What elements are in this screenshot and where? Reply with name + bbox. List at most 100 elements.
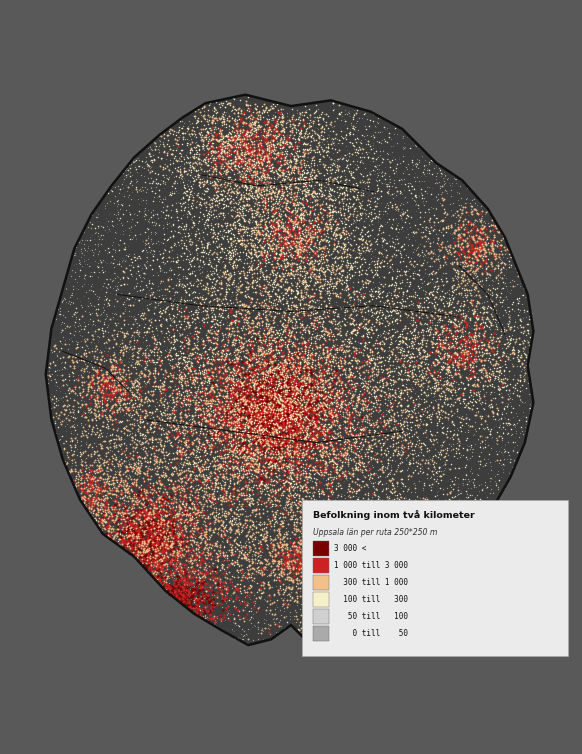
Point	[325, 407, 334, 419]
Point	[245, 420, 254, 432]
Point	[503, 317, 513, 329]
Point	[302, 236, 311, 248]
Point	[275, 293, 284, 305]
Point	[119, 307, 128, 319]
Point	[466, 386, 475, 398]
Point	[415, 569, 424, 581]
Point	[489, 242, 498, 254]
Point	[257, 569, 267, 581]
Point	[474, 353, 484, 365]
Point	[242, 637, 251, 649]
Point	[209, 434, 218, 446]
Point	[130, 523, 139, 535]
Point	[308, 495, 318, 507]
Point	[111, 451, 120, 463]
Point	[269, 407, 279, 419]
Point	[267, 137, 276, 149]
Point	[190, 522, 199, 534]
Point	[268, 269, 277, 281]
Point	[210, 158, 219, 170]
Point	[231, 130, 240, 142]
Point	[266, 331, 275, 343]
Point	[93, 391, 102, 403]
Point	[205, 265, 215, 277]
Point	[292, 400, 301, 412]
Point	[273, 474, 282, 486]
Point	[254, 503, 264, 515]
Point	[229, 386, 238, 398]
Point	[306, 262, 315, 274]
Point	[438, 556, 447, 569]
Point	[119, 299, 128, 311]
Point	[263, 369, 272, 382]
Point	[93, 473, 102, 485]
Point	[218, 329, 228, 341]
Point	[320, 246, 329, 258]
Point	[259, 425, 268, 437]
Point	[345, 198, 354, 210]
Point	[150, 342, 159, 354]
Point	[132, 277, 141, 289]
Point	[345, 337, 354, 349]
Point	[283, 395, 292, 407]
Point	[264, 489, 274, 501]
Point	[323, 161, 332, 173]
Point	[159, 422, 169, 434]
Point	[288, 318, 297, 330]
Point	[234, 366, 243, 379]
Point	[155, 542, 165, 554]
Point	[244, 415, 253, 427]
Point	[186, 514, 196, 526]
Point	[208, 560, 218, 572]
Point	[311, 105, 320, 117]
Point	[177, 524, 186, 536]
Point	[120, 489, 129, 501]
Point	[261, 415, 271, 428]
Point	[239, 519, 248, 531]
Point	[492, 432, 501, 444]
Point	[324, 524, 333, 536]
Point	[362, 300, 371, 312]
Point	[255, 376, 264, 388]
Point	[302, 352, 311, 364]
Point	[144, 556, 153, 568]
Point	[151, 453, 160, 465]
Point	[313, 122, 322, 134]
Point	[304, 258, 313, 270]
Point	[356, 233, 365, 245]
Point	[252, 565, 261, 577]
Point	[318, 493, 328, 505]
Point	[236, 428, 246, 440]
Point	[453, 234, 463, 247]
Point	[489, 349, 498, 361]
Point	[270, 618, 279, 630]
Point	[476, 216, 485, 228]
Point	[127, 494, 137, 506]
Point	[217, 133, 226, 145]
Point	[279, 550, 288, 562]
Point	[274, 208, 283, 220]
Point	[201, 479, 211, 491]
Point	[103, 373, 112, 385]
Point	[154, 544, 163, 556]
Point	[305, 573, 314, 585]
Point	[192, 559, 201, 572]
Point	[264, 455, 273, 467]
Point	[226, 282, 235, 294]
Point	[386, 486, 396, 498]
Point	[239, 425, 248, 437]
Point	[129, 516, 138, 528]
Point	[151, 516, 160, 529]
Point	[359, 329, 368, 342]
Point	[228, 296, 237, 308]
Point	[317, 367, 327, 379]
Point	[239, 434, 248, 446]
Point	[225, 384, 235, 396]
Point	[446, 220, 456, 232]
Point	[356, 377, 365, 389]
Point	[488, 401, 497, 413]
Point	[293, 388, 302, 400]
Point	[104, 409, 113, 421]
Point	[151, 528, 160, 540]
Point	[188, 266, 197, 278]
